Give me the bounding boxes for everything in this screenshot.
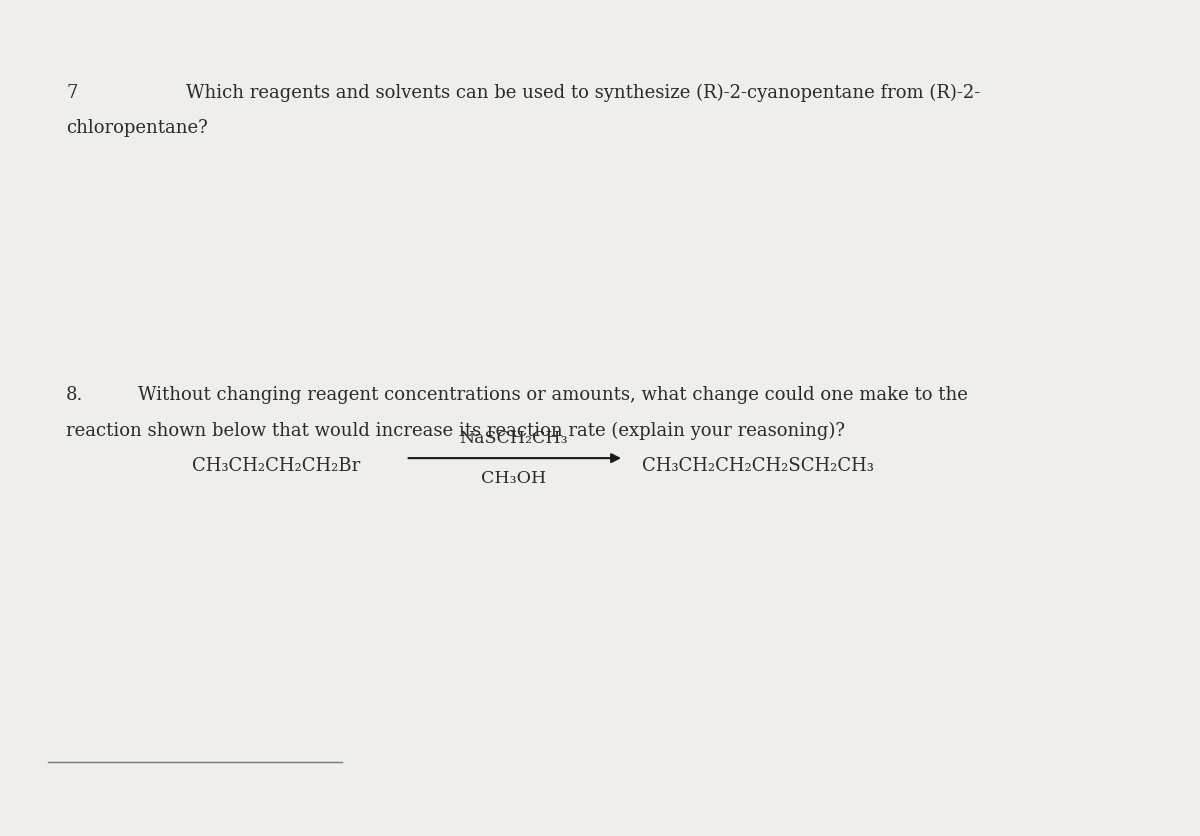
Text: NaSCH₂CH₃: NaSCH₂CH₃ (460, 431, 568, 447)
Text: chloropentane?: chloropentane? (66, 119, 208, 137)
Text: reaction shown below that would increase its reaction rate (explain your reasoni: reaction shown below that would increase… (66, 421, 845, 440)
Text: Without changing reagent concentrations or amounts, what change could one make t: Without changing reagent concentrations … (138, 386, 968, 405)
Text: 8.: 8. (66, 386, 83, 405)
Text: CH₃CH₂CH₂CH₂SCH₂CH₃: CH₃CH₂CH₂CH₂SCH₂CH₃ (642, 456, 874, 475)
Text: Which reagents and solvents can be used to synthesize (R)-2-cyanopentane from (R: Which reagents and solvents can be used … (186, 84, 980, 102)
Text: CH₃OH: CH₃OH (481, 470, 546, 487)
Text: 7: 7 (66, 84, 77, 102)
Text: CH₃CH₂CH₂CH₂Br: CH₃CH₂CH₂CH₂Br (192, 456, 360, 475)
